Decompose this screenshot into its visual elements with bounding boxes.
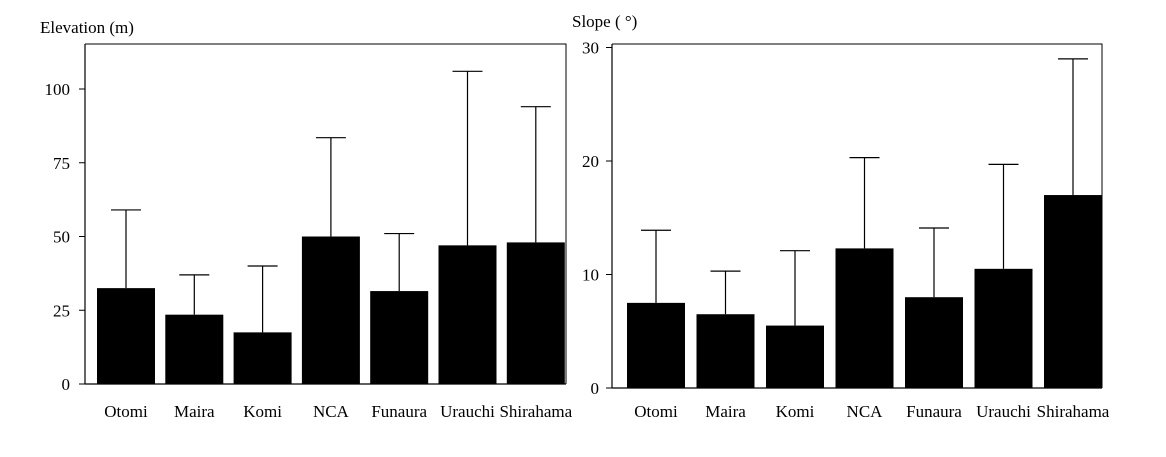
- y-tick-label: 50: [53, 228, 70, 247]
- x-tick-label: Shirahama: [1037, 402, 1110, 421]
- bar: [97, 288, 155, 384]
- y-tick-label: 30: [582, 39, 599, 58]
- plot-frame: [85, 43, 567, 384]
- x-tick-label: NCA: [313, 402, 350, 421]
- y-tick-label: 20: [582, 152, 599, 171]
- bar: [301, 236, 360, 384]
- bar: [1044, 195, 1102, 388]
- x-tick-label: Shirahama: [499, 402, 572, 421]
- bar: [974, 268, 1033, 388]
- x-tick-label: NCA: [847, 402, 884, 421]
- bar: [627, 302, 685, 388]
- x-tick-label: Maira: [705, 402, 746, 421]
- x-tick-label: Urauchi: [976, 402, 1031, 421]
- y-axis-title: Elevation (m): [40, 18, 134, 37]
- bar: [905, 297, 963, 388]
- y-tick-label: 0: [591, 379, 600, 398]
- bar: [370, 291, 429, 384]
- x-tick-label: Funaura: [371, 402, 427, 421]
- x-tick-label: Funaura: [906, 402, 962, 421]
- x-tick-label: Otomi: [104, 402, 148, 421]
- y-axis-title: Slope ( °): [572, 12, 637, 31]
- y-tick-label: 25: [53, 301, 70, 320]
- bar: [438, 245, 497, 384]
- y-tick-label: 75: [53, 154, 70, 173]
- bar: [766, 325, 824, 388]
- bar: [696, 314, 755, 388]
- slope-chart: Slope ( °) 0 10 20 30 Otomi Maira Komi NCA Funaur…: [572, 12, 1110, 421]
- elevation-chart: Elevation (m) 0 25 50 75 100 Otomi Maira Komi NCA…: [40, 18, 573, 421]
- x-tick-label: Otomi: [634, 402, 678, 421]
- bar: [165, 314, 224, 384]
- bar: [506, 242, 565, 384]
- x-tick-label: Maira: [174, 402, 215, 421]
- y-tick-label: 10: [582, 266, 599, 285]
- bar: [835, 248, 894, 388]
- y-tick-label: 0: [62, 375, 71, 394]
- bar: [233, 332, 292, 384]
- x-tick-label: Urauchi: [440, 402, 495, 421]
- y-tick-label: 100: [45, 80, 71, 99]
- x-tick-label: Komi: [243, 402, 282, 421]
- x-tick-label: Komi: [776, 402, 815, 421]
